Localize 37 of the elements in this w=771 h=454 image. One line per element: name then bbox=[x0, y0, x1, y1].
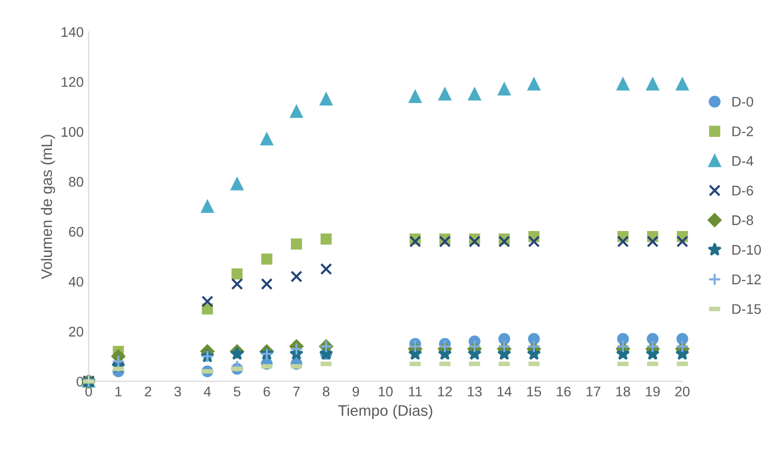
y-tick-label: 40 bbox=[68, 276, 84, 287]
x-tick-label: 10 bbox=[378, 386, 393, 396]
legend-label: D-6 bbox=[732, 186, 754, 196]
legend-label: D-15 bbox=[732, 304, 761, 314]
x-axis-title: Tiempo (Dias) bbox=[338, 404, 432, 419]
y-axis-title: Volumen de gas (mL) bbox=[40, 134, 56, 280]
x-tick-label: 9 bbox=[352, 386, 360, 396]
x-tick-label: 11 bbox=[409, 386, 422, 396]
legend-label: D-8 bbox=[732, 215, 754, 226]
y-tick-label: 80 bbox=[68, 176, 84, 187]
x-tick-label: 4 bbox=[204, 386, 211, 396]
y-tick-label: 20 bbox=[69, 326, 84, 337]
x-tick-label: 2 bbox=[144, 386, 152, 396]
x-tick-label: 8 bbox=[322, 386, 330, 396]
x-tick-label: 18 bbox=[616, 386, 630, 396]
x-tick-label: 15 bbox=[527, 386, 542, 396]
y-tick-label: 120 bbox=[62, 77, 84, 87]
legend-label: D-10 bbox=[732, 244, 761, 255]
y-tick-label: 60 bbox=[69, 226, 84, 237]
x-tick-label: 6 bbox=[264, 386, 270, 396]
x-tick-label: 16 bbox=[556, 386, 571, 396]
x-tick-label: 3 bbox=[174, 386, 181, 396]
x-tick-label: 12 bbox=[438, 386, 452, 396]
x-tick-label: 5 bbox=[234, 386, 240, 396]
x-tick-label: 14 bbox=[498, 386, 512, 396]
x-tick-label: 19 bbox=[646, 386, 660, 396]
y-tick-label: 140 bbox=[62, 27, 84, 37]
legend-label: D-4 bbox=[732, 156, 754, 166]
legend-label: D-2 bbox=[732, 126, 754, 136]
x-tick-label: 13 bbox=[468, 386, 482, 396]
x-tick-label: 1 bbox=[116, 386, 122, 396]
y-tick-label: 100 bbox=[62, 126, 84, 137]
x-tick-label: 7 bbox=[293, 386, 300, 396]
x-tick-label: 20 bbox=[675, 386, 690, 396]
legend-label: D-0 bbox=[732, 96, 754, 107]
x-tick-label: 17 bbox=[586, 386, 600, 396]
legend-label: D-12 bbox=[732, 274, 761, 284]
